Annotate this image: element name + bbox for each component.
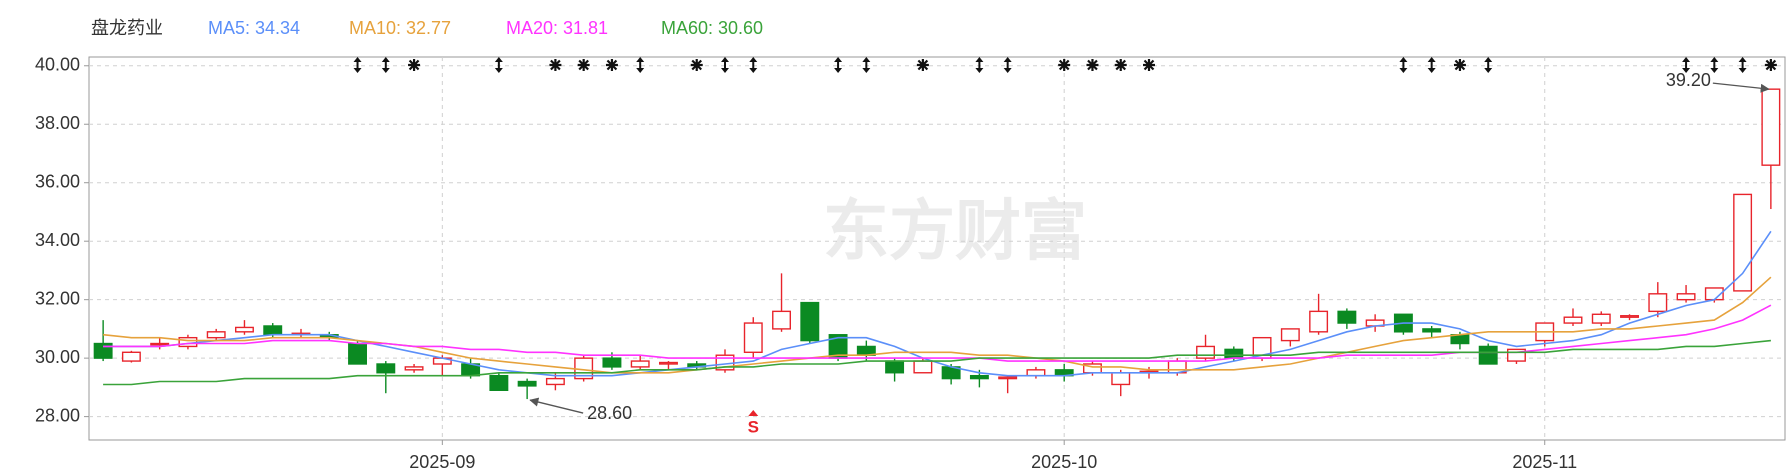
- candle-body: [263, 325, 283, 336]
- candle-body: [885, 360, 905, 374]
- annotation-arrow: [1712, 82, 1770, 93]
- candle-body: [1478, 345, 1498, 365]
- event-marker: [1764, 59, 1777, 71]
- event-marker: [1003, 57, 1012, 73]
- candle-body: [913, 360, 933, 374]
- event-marker: [1427, 57, 1436, 73]
- candle-body: [150, 342, 170, 346]
- candle-body: [1196, 345, 1215, 359]
- y-tick-label: 36.00: [35, 171, 80, 191]
- event-marker: [1058, 59, 1071, 71]
- event-marker: [1682, 57, 1691, 73]
- candle-body: [969, 374, 989, 380]
- x-tick-label: 2025-10: [1031, 452, 1097, 472]
- candle-body: [545, 377, 565, 386]
- y-tick-label: 32.00: [35, 288, 80, 308]
- annotation-arrow: [529, 397, 584, 414]
- candle-body: [1507, 348, 1526, 362]
- event-marker: [1114, 59, 1127, 71]
- candle-body: [489, 374, 509, 391]
- candle-body: [1026, 369, 1046, 377]
- event-marker: [549, 59, 562, 71]
- candle-body: [121, 351, 141, 362]
- candle-body: [1733, 193, 1753, 292]
- event-marker: [1143, 59, 1155, 71]
- watermark: 东方财富: [823, 193, 1087, 267]
- candle-body: [1224, 348, 1244, 359]
- annotation-label: 28.60: [587, 403, 632, 423]
- event-marker: [1399, 57, 1408, 73]
- candle-body: [206, 331, 226, 339]
- legend-label: MA5: 34.34: [208, 18, 300, 38]
- candle-body: [998, 376, 1018, 380]
- legend-label: MA60: 30.60: [661, 18, 763, 38]
- candle-body: [1620, 315, 1639, 318]
- candle-body: [800, 301, 820, 342]
- y-tick-label: 28.00: [35, 405, 80, 425]
- chart-title: 盘龙药业: [91, 18, 163, 38]
- candle-body: [1337, 310, 1357, 324]
- event-marker: [975, 57, 984, 73]
- y-tick-label: 34.00: [35, 230, 80, 250]
- candle-body: [1111, 372, 1131, 386]
- event-marker: [381, 57, 390, 73]
- event-marker: [408, 59, 421, 71]
- event-marker: [834, 57, 843, 73]
- candle-body: [1648, 293, 1668, 313]
- candle-body: [1676, 293, 1696, 301]
- y-tick-label: 38.00: [35, 113, 80, 133]
- plot-frame: [88, 56, 1786, 441]
- event-marker: [1738, 57, 1747, 73]
- candle-body: [659, 361, 678, 365]
- ma-line: [103, 230, 1772, 377]
- y-tick-label: 40.00: [35, 55, 80, 75]
- event-marker: [749, 57, 758, 73]
- candle-body: [602, 357, 622, 368]
- event-marker: [916, 59, 929, 71]
- candle-body: [1563, 316, 1583, 324]
- candle-body: [630, 360, 650, 368]
- candle-body: [743, 322, 763, 353]
- x-tick-label: 2025-09: [409, 452, 475, 472]
- candle-body: [348, 342, 367, 365]
- candle-body: [178, 336, 198, 348]
- event-marker: [1484, 57, 1493, 73]
- candle-body: [404, 366, 424, 371]
- y-tick-label: 30.00: [35, 347, 80, 367]
- legend-label: MA20: 31.81: [506, 18, 608, 38]
- ma-line: [103, 339, 1771, 386]
- event-marker: [690, 59, 703, 71]
- candle-body: [1422, 328, 1442, 333]
- candle-body: [517, 380, 537, 387]
- event-marker: [1710, 57, 1719, 73]
- candle-body: [1761, 88, 1781, 166]
- event-marker: [577, 59, 590, 71]
- signal-label: S: [748, 417, 759, 436]
- event-marker: [1453, 59, 1466, 71]
- event-marker: [1086, 59, 1099, 71]
- candle-body: [772, 310, 791, 330]
- event-marker: [862, 57, 871, 73]
- candle-body: [1309, 310, 1329, 333]
- event-marker: [353, 57, 362, 73]
- legend-label: MA10: 32.77: [349, 18, 451, 38]
- candle-body: [1591, 313, 1611, 324]
- candle-body: [1280, 328, 1300, 342]
- event-marker: [636, 57, 645, 73]
- x-tick-label: 2025-11: [1512, 452, 1577, 472]
- annotation-label: 39.20: [1666, 70, 1711, 90]
- event-marker: [605, 59, 618, 71]
- signal-arrow: [748, 410, 759, 416]
- candle-body: [376, 363, 396, 374]
- event-marker: [494, 57, 503, 73]
- candle-body: [235, 326, 254, 333]
- event-marker: [721, 57, 729, 73]
